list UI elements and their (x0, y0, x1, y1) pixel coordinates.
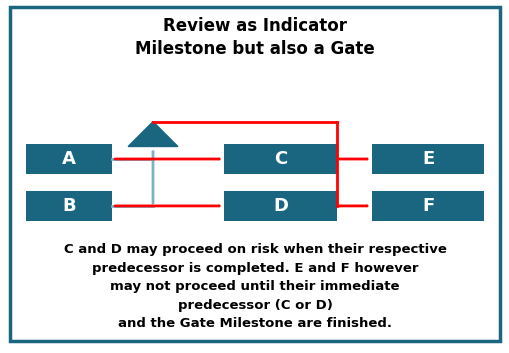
Bar (372, 191, 484, 221)
Text: E: E (421, 150, 434, 168)
Bar (372, 144, 484, 174)
Text: C: C (273, 150, 287, 168)
Text: F: F (421, 197, 434, 215)
Text: Review as Indicator
Milestone but also a Gate: Review as Indicator Milestone but also a… (135, 17, 374, 58)
Text: D: D (272, 197, 288, 215)
Text: B: B (62, 197, 75, 215)
Polygon shape (128, 122, 178, 146)
Text: C and D may proceed on risk when their respective
predecessor is completed. E an: C and D may proceed on risk when their r… (64, 243, 445, 330)
Bar (25, 191, 112, 221)
Bar (224, 191, 336, 221)
Bar (25, 144, 112, 174)
Bar (224, 144, 336, 174)
Text: A: A (62, 150, 76, 168)
